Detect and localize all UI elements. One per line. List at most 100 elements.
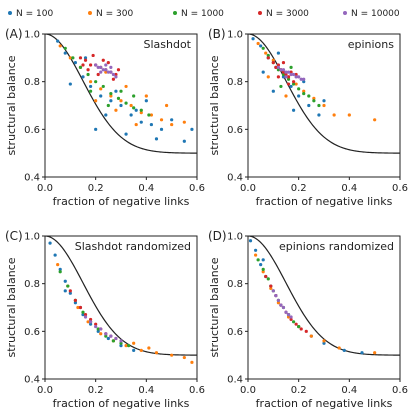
x-tick-label: 0.6	[189, 183, 205, 194]
x-tick-label: 0.4	[138, 385, 154, 396]
data-point	[297, 94, 301, 98]
data-point	[132, 94, 136, 98]
data-point	[266, 53, 270, 58]
data-point	[289, 315, 293, 319]
y-tick-label: 0.8	[227, 77, 243, 88]
data-point	[106, 103, 110, 108]
data-point	[302, 77, 306, 81]
data-point	[73, 301, 77, 305]
data-point	[170, 353, 174, 357]
panel-4: 0.0 0.2 0.4 0.6 0.4 0.6 0.8 1.0 fraction of nega…	[208, 229, 408, 410]
data-point	[104, 332, 108, 336]
data-point	[190, 127, 194, 131]
legend-marker	[343, 11, 347, 15]
legend-marker	[258, 11, 262, 15]
data-point	[286, 75, 291, 79]
data-point	[256, 41, 260, 46]
data-point	[106, 70, 110, 74]
data-point	[261, 258, 265, 262]
data-point	[307, 103, 311, 108]
data-point	[53, 253, 57, 257]
data-point	[281, 72, 286, 77]
x-tick-label: 0.6	[392, 385, 408, 396]
legend-label: N = 100	[16, 9, 53, 19]
data-point	[89, 322, 93, 326]
series-5	[276, 65, 306, 81]
data-point	[83, 313, 88, 317]
data-point	[149, 122, 153, 127]
panel-title: epinions randomized	[279, 240, 394, 253]
data-point	[132, 341, 136, 345]
legend-label: N = 1000	[181, 9, 224, 19]
data-point	[286, 77, 291, 81]
data-point	[56, 39, 60, 43]
data-point	[58, 267, 62, 271]
data-point	[106, 61, 110, 65]
data-point	[261, 267, 265, 271]
y-tick-label: 0.4	[24, 173, 40, 184]
legend: N = 100 N = 300 N = 1000 N = 3000 N = 10000	[8, 9, 400, 19]
panel-3: 0.0 0.2 0.4 0.6 0.4 0.6 0.8 1.0 fraction of nega…	[5, 229, 205, 410]
data-point	[63, 46, 67, 50]
data-point	[104, 334, 108, 338]
panel-label: (C)	[5, 229, 23, 243]
data-point	[309, 334, 313, 338]
y-tick-label: 1.0	[227, 232, 243, 243]
data-point	[360, 351, 364, 355]
data-point	[276, 298, 280, 302]
data-point	[266, 277, 270, 281]
data-point	[147, 113, 151, 117]
data-point	[279, 84, 283, 89]
data-point	[159, 127, 164, 131]
legend-label: N = 300	[96, 9, 133, 19]
y-tick-label: 0.8	[227, 279, 243, 290]
data-point	[94, 99, 98, 103]
data-point	[182, 120, 186, 124]
data-point	[286, 315, 291, 319]
data-point	[129, 113, 133, 117]
x-tick-label: 0.4	[341, 385, 357, 396]
legend-item: N = 3000	[258, 9, 309, 19]
data-point	[373, 351, 377, 355]
panel-2: 0.0 0.2 0.4 0.6 0.4 0.6 0.8 1.0 fraction of nega…	[208, 27, 408, 208]
data-point	[96, 329, 100, 333]
data-point	[284, 310, 288, 314]
data-point	[109, 91, 113, 96]
plot-frame	[44, 235, 198, 380]
data-point	[271, 58, 275, 62]
data-point	[94, 80, 98, 84]
panel-title: Slashdot	[143, 38, 191, 51]
plot-frame	[247, 33, 401, 178]
y-tick-label: 1.0	[24, 232, 40, 243]
x-tick-label: 0.0	[37, 385, 53, 396]
data-point	[89, 80, 93, 84]
panel-title: epinions	[348, 38, 395, 51]
series-4	[68, 289, 118, 341]
data-point	[279, 68, 283, 72]
data-point	[73, 61, 77, 65]
data-point	[68, 289, 72, 293]
data-point	[261, 46, 265, 50]
series-1	[48, 241, 136, 352]
data-point	[284, 75, 288, 79]
data-point	[68, 82, 72, 86]
x-tick-label: 0.2	[88, 183, 104, 194]
panel-label: (D)	[208, 229, 227, 243]
data-point	[271, 289, 275, 293]
data-point	[279, 303, 283, 307]
data-point	[281, 61, 286, 65]
data-point	[78, 56, 83, 60]
y-axis-label: structural balance	[208, 257, 221, 357]
data-point	[114, 108, 118, 112]
data-point	[114, 75, 118, 79]
data-point	[147, 346, 151, 350]
data-point	[149, 113, 153, 117]
data-point	[99, 87, 103, 91]
series-5	[83, 315, 123, 343]
data-point	[373, 118, 377, 122]
data-point	[302, 91, 306, 96]
data-point	[99, 65, 103, 69]
data-point	[76, 305, 80, 310]
data-point	[73, 298, 77, 302]
data-point	[89, 317, 93, 322]
